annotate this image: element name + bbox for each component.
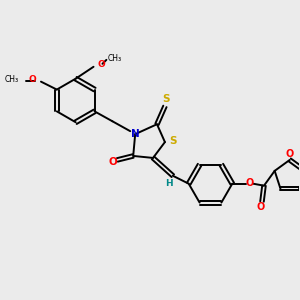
Text: O: O: [257, 202, 265, 212]
Text: N: N: [131, 129, 140, 139]
Text: O: O: [286, 149, 294, 159]
Text: CH₃: CH₃: [107, 54, 122, 63]
Text: O: O: [98, 60, 105, 69]
Text: O: O: [28, 75, 36, 84]
Text: CH₃: CH₃: [5, 75, 19, 84]
Text: S: S: [162, 94, 170, 104]
Text: H: H: [165, 179, 173, 188]
Text: O: O: [246, 178, 254, 188]
Text: O: O: [108, 157, 117, 167]
Text: S: S: [169, 136, 177, 146]
